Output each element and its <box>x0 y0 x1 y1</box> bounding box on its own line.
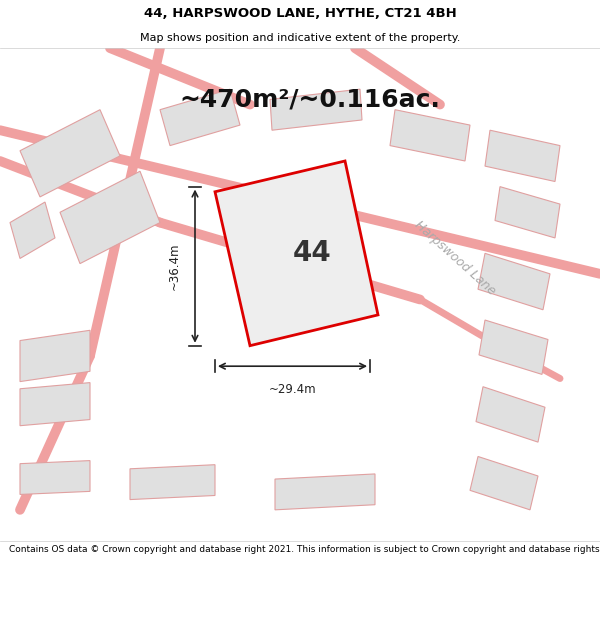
Text: Map shows position and indicative extent of the property.: Map shows position and indicative extent… <box>140 32 460 43</box>
Polygon shape <box>495 187 560 238</box>
Polygon shape <box>20 461 90 494</box>
Text: ~470m²/~0.116ac.: ~470m²/~0.116ac. <box>179 88 440 111</box>
Polygon shape <box>130 465 215 499</box>
Text: 44, HARPSWOOD LANE, HYTHE, CT21 4BH: 44, HARPSWOOD LANE, HYTHE, CT21 4BH <box>143 7 457 20</box>
Polygon shape <box>20 382 90 426</box>
Polygon shape <box>20 110 120 197</box>
Polygon shape <box>478 253 550 310</box>
Polygon shape <box>20 330 90 382</box>
Polygon shape <box>390 110 470 161</box>
Polygon shape <box>479 320 548 374</box>
Polygon shape <box>10 202 55 259</box>
Text: ~29.4m: ~29.4m <box>269 382 316 396</box>
Polygon shape <box>160 89 240 146</box>
Polygon shape <box>60 171 160 264</box>
Polygon shape <box>215 161 378 346</box>
Polygon shape <box>485 130 560 181</box>
Text: Harpswood Lane: Harpswood Lane <box>412 219 498 298</box>
Polygon shape <box>470 456 538 510</box>
Text: ~36.4m: ~36.4m <box>168 242 181 290</box>
Text: 44: 44 <box>293 239 331 268</box>
Text: Contains OS data © Crown copyright and database right 2021. This information is : Contains OS data © Crown copyright and d… <box>9 545 600 554</box>
Polygon shape <box>270 89 362 130</box>
Polygon shape <box>275 474 375 510</box>
Polygon shape <box>476 387 545 442</box>
